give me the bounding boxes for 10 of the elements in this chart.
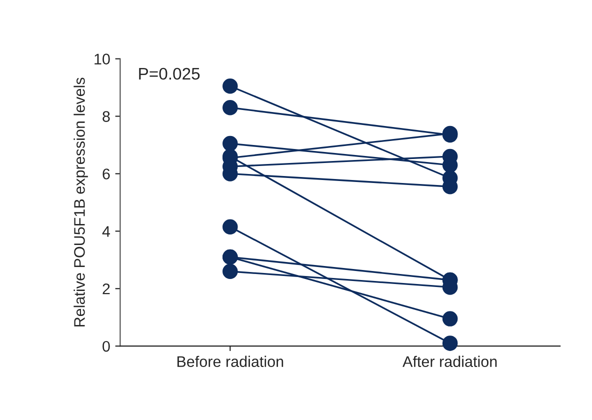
y-tick-label: 6 xyxy=(102,168,110,180)
annotation: P=0.025 xyxy=(139,68,200,80)
y-tick-label: 0 xyxy=(102,340,110,352)
x-tick-label: Before radiation xyxy=(177,356,284,368)
y-tick-label: 2 xyxy=(102,283,110,294)
x-tick-label: After radiation xyxy=(402,356,497,368)
y-axis-title: Relative POU5F1B expression levels xyxy=(74,78,88,326)
y-tick-label: 4 xyxy=(102,226,110,237)
y-tick-label: 8 xyxy=(102,111,110,122)
y-tick-label: 10 xyxy=(94,54,110,64)
